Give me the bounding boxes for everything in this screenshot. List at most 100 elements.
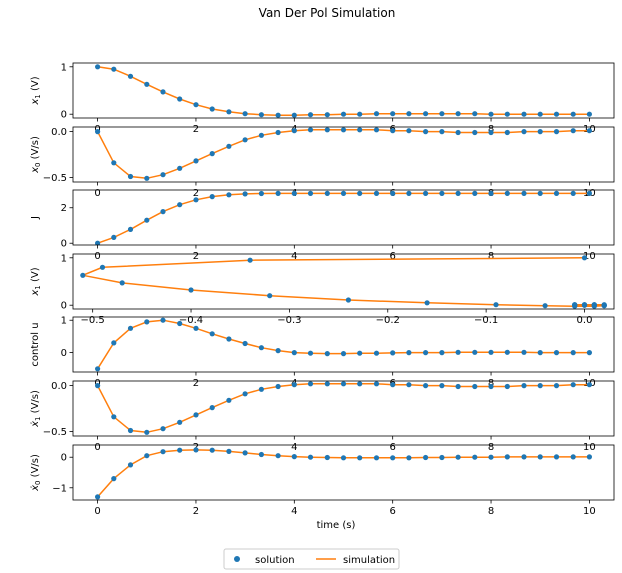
solution-point [160,426,166,432]
solution-point [226,448,232,454]
solution-point [340,190,347,196]
solution-point [553,383,560,389]
solution-point [345,297,351,303]
solution-point [586,454,593,460]
x-tick-label: 8 [488,251,494,262]
x-tick-label: 0 [94,506,100,517]
solution-point [95,383,101,389]
x-tick-label: 8 [488,124,494,135]
solution-point [160,209,166,215]
axes-frame-3 [72,189,615,246]
solution-point [373,350,380,356]
solution-point [570,454,576,460]
subplot-6: 0 2 4 6 8 10 −0.5 0.0 ẋ1 (V/s) [30,380,615,453]
solution-point [488,454,494,460]
solution-point [601,302,607,308]
legend-solution-label: solution [255,555,295,566]
solution-point [291,382,297,388]
x-tick-label: 10 [583,442,596,453]
solution-point [226,109,232,115]
axes-frame-1 [72,62,615,119]
solution-point [488,190,494,196]
solution-point [111,66,117,72]
solution-point [193,447,199,453]
solution-point [340,455,347,461]
solution-point [209,447,215,453]
y-tick-label: 2 [61,203,67,214]
x-tick-label: −0.1 [474,315,498,326]
x-tick-label: −0.5 [81,315,105,326]
solution-point [340,127,347,133]
solution-point [307,350,314,356]
axes-frame-5 [72,316,615,373]
solution-point [95,129,101,135]
solution-point [226,143,232,149]
y-tick-label: 1 [61,316,67,327]
subplot-1: 024681001x1 (V) [30,62,615,135]
y-tick-label: −0.5 [43,173,67,184]
solution-point [455,383,461,390]
y-tick-label: 0 [61,301,67,312]
x-tick-label: 2 [193,251,199,262]
solution-point [193,325,199,331]
solution-point [537,111,543,117]
solution-point [521,383,527,389]
y-axis-label-1: x1 (V) [30,76,42,105]
solution-point [553,129,560,135]
solution-point [357,455,363,461]
solution-point [177,202,183,208]
subplot-7: 0 2 4 6 8 10 −1 0 ẋ0 (V/s) [30,444,615,517]
solution-point [406,455,412,461]
solution-point [340,111,347,117]
solution-point [307,454,314,460]
solution-point [423,454,429,461]
solution-point [390,111,396,117]
x-tick-label: 0 [94,251,100,262]
solution-point [80,272,86,278]
subplot-5: 024681001control u [30,316,615,389]
solution-point [493,302,499,308]
x-tick-label: 0.0 [577,315,593,326]
solution-point [406,350,412,356]
solution-point [177,96,183,102]
solution-point [455,349,461,355]
solution-point [455,454,461,460]
solution-point [390,128,396,134]
x-tick-label: −0.4 [179,315,203,326]
solution-point [357,127,363,133]
solution-point [193,102,199,108]
solution-point [291,350,297,356]
legend-frame [223,548,400,570]
solution-point [581,302,588,308]
solution-point [586,382,593,388]
solution-point [177,165,183,171]
solution-point [542,303,548,309]
solution-point [160,89,166,95]
solution-point [488,111,494,117]
axes-frame-4 [72,253,615,310]
simulation-line-6 [96,383,590,434]
axes-frame-2 [72,126,615,183]
y-axis-label-4: x1 (V) [30,267,42,296]
axes-frame-6 [72,380,615,437]
x-tick-label: 0 [94,188,100,199]
solution-point [209,151,215,157]
solution-point [160,317,166,323]
solution-point [504,190,510,196]
x-tick-label: 4 [291,506,297,517]
x-tick-label: 2 [193,378,199,389]
solution-point [423,129,429,135]
solution-point [553,350,560,356]
solution-point [357,111,363,117]
y-axis-label-7: ẋ0 (V/s) [30,454,42,492]
solution-point [472,190,478,196]
solution-point [357,190,363,196]
solution-point [242,111,248,117]
solution-point [111,160,117,166]
y-tick-label: 0 [61,239,67,250]
solution-point [406,382,412,388]
solution-point [570,111,576,117]
solution-point [324,351,330,357]
x-tick-label: 6 [389,442,395,453]
